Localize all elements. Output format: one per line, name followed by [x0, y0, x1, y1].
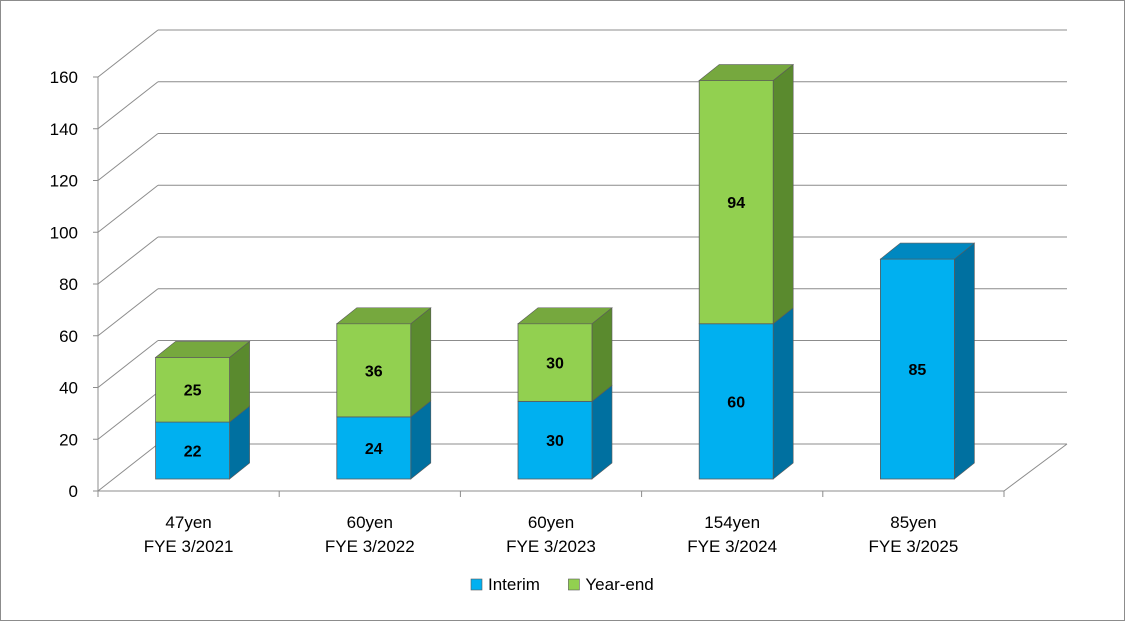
data-label: 85 — [909, 362, 927, 379]
x-axis: 47yen FYE 3/2021 60yen FYE 3/2022 60yen FYE 3… — [97, 491, 1005, 556]
bar-interim-top — [879, 242, 976, 260]
gridline-side — [97, 340, 159, 388]
bar-interim — [698, 323, 774, 480]
legend-swatch-year-end — [568, 578, 580, 591]
legend-swatch-interim — [470, 578, 483, 591]
legend-label: Year-end — [585, 575, 653, 594]
y-axis: 0 20 40 60 80 100 120 140 160 — [50, 68, 99, 501]
bar-interim-side — [772, 307, 794, 480]
bar-year-end-top — [335, 307, 432, 325]
gridline-side — [97, 288, 159, 337]
x-tick-label: FYE 3/2021 — [144, 537, 234, 556]
y-tick-label: 20 — [59, 430, 78, 449]
y-tick-label: 140 — [50, 120, 78, 139]
x-tick-label: FYE 3/2022 — [325, 537, 415, 556]
bar-year-end — [517, 323, 593, 402]
gridline-side — [97, 184, 159, 233]
y-tick-label: 120 — [50, 172, 78, 191]
data-label: 94 — [727, 195, 745, 212]
bar-year-end-side — [772, 63, 794, 325]
data-label: 24 — [365, 441, 383, 458]
bar-year-end — [155, 356, 231, 423]
bar-year-end-side — [410, 307, 432, 418]
x-tick-label: 60yen — [528, 513, 574, 532]
y-tick-label: 40 — [59, 379, 78, 398]
gridline-side — [97, 391, 159, 440]
y-tick-label: 0 — [69, 482, 78, 501]
bar-interim — [336, 416, 412, 480]
x-tick-label: FYE 3/2024 — [687, 537, 777, 556]
floor-right-edge — [1003, 443, 1068, 492]
gridline-side — [97, 236, 159, 285]
bar-year-end — [336, 323, 412, 418]
bar-interim-side — [591, 384, 613, 480]
data-labels: 22 25 24 36 30 30 60 94 85 — [184, 195, 927, 460]
bars — [154, 63, 976, 480]
data-label: 60 — [727, 394, 745, 411]
gridline-side — [97, 443, 159, 492]
bar-year-end-side — [591, 307, 613, 402]
y-tick-label: 80 — [59, 275, 78, 294]
data-label: 36 — [365, 363, 383, 380]
gridline-side — [97, 133, 159, 181]
y-tick-label: 100 — [50, 223, 78, 242]
x-tick-label: 47yen — [165, 513, 211, 532]
bar-year-end-top — [154, 341, 251, 358]
y-tick-label: 60 — [59, 327, 78, 346]
x-tick-label: 85yen — [890, 513, 936, 532]
bar-year-end-top — [698, 64, 795, 81]
bar-interim — [517, 400, 593, 480]
x-tick-label: 60yen — [347, 513, 393, 532]
bar-interim — [880, 258, 955, 480]
legend: Interim Year-end — [470, 575, 654, 594]
bar-year-end-top — [517, 307, 613, 325]
bar-year-end — [698, 80, 774, 325]
gridline-side — [97, 29, 159, 78]
x-tick-label: FYE 3/2025 — [869, 537, 959, 556]
bar-interim-side — [954, 242, 975, 480]
bar-interim — [155, 421, 231, 480]
legend-label: Interim — [488, 575, 540, 594]
x-tick-label: 154yen — [704, 513, 760, 532]
data-label: 30 — [546, 356, 564, 373]
data-label: 22 — [184, 444, 202, 461]
data-label: 25 — [184, 383, 202, 400]
x-tick-label: FYE 3/2023 — [506, 537, 596, 556]
y-tick-label: 160 — [50, 68, 78, 87]
gridline-side — [97, 81, 159, 130]
data-label: 30 — [546, 433, 564, 450]
